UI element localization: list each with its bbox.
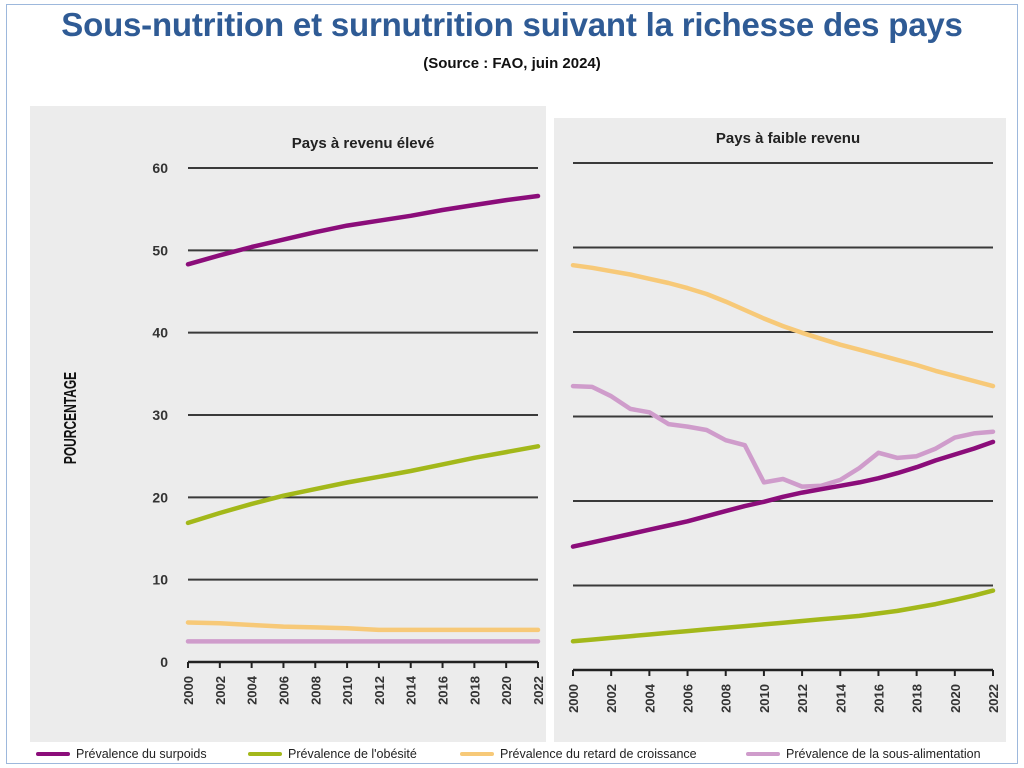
x-tick-label: 2006: [681, 684, 696, 713]
legend-item-obesite: Prévalence de l'obésité: [248, 747, 460, 761]
x-tick-label: 2008: [308, 676, 323, 705]
x-tick-label: 2018: [910, 684, 925, 713]
panel-title: Pays à faible revenu: [716, 130, 860, 147]
y-tick-label: 10: [152, 572, 168, 588]
x-tick-label: 2006: [276, 676, 291, 705]
legend-label: Prévalence de la sous-alimentation: [786, 747, 981, 761]
y-tick-label: 50: [152, 242, 168, 258]
series-line-sous-alimentation: [570, 383, 996, 489]
x-tick-label: 2018: [467, 676, 482, 705]
legend-swatch-sous-alimentation: [746, 752, 780, 756]
x-tick-label: 2010: [757, 684, 772, 713]
x-tick-label: 2012: [372, 676, 387, 705]
panel-title: Pays à revenu élevé: [292, 135, 435, 152]
x-tick-label: 2012: [795, 684, 810, 713]
legend-item-retard: Prévalence du retard de croissance: [460, 747, 746, 761]
y-axis-label: POURCENTAGE: [62, 372, 81, 464]
x-tick-label: 2010: [340, 676, 355, 705]
figure-frame: [6, 4, 1018, 764]
x-tick-label: 2022: [986, 684, 1001, 713]
legend-label: Prévalence de l'obésité: [288, 747, 417, 761]
x-tick-label: 2014: [833, 683, 848, 713]
page-title: Sous-nutrition et surnutrition suivant l…: [61, 6, 963, 43]
x-tick-label: 2002: [604, 684, 619, 713]
legend-item-surpoids: Prévalence du surpoids: [36, 747, 248, 761]
y-tick-label: 20: [152, 489, 168, 505]
series-line-retard: [570, 262, 996, 389]
x-tick-label: 2002: [213, 676, 228, 705]
x-tick-label: 2004: [245, 675, 260, 705]
legend: Prévalence du surpoids Prévalence de l'o…: [36, 744, 1016, 764]
legend-swatch-obesite: [248, 752, 282, 756]
panel-high-income-bg: [30, 106, 546, 742]
x-tick-label: 2008: [719, 684, 734, 713]
x-tick-label: 2016: [436, 676, 451, 705]
x-tick-label: 2020: [948, 684, 963, 713]
y-tick-label: 0: [160, 654, 168, 670]
y-tick-label: 30: [152, 407, 168, 423]
y-tick-label: 60: [152, 160, 168, 176]
x-tick-label: 2022: [531, 676, 546, 705]
y-tick-label: 40: [152, 325, 168, 341]
series-line-surpoids: [570, 439, 996, 549]
series-line-surpoids: [185, 193, 541, 267]
x-tick-label: 2000: [566, 684, 581, 713]
series-line-obesite: [570, 588, 996, 644]
legend-label: Prévalence du retard de croissance: [500, 747, 697, 761]
x-tick-label: 2014: [404, 675, 419, 705]
x-tick-label: 2020: [499, 676, 514, 705]
x-tick-label: 2016: [871, 684, 886, 713]
legend-label: Prévalence du surpoids: [76, 747, 207, 761]
legend-item-sous-alimentation: Prévalence de la sous-alimentation: [746, 747, 981, 761]
legend-swatch-surpoids: [36, 752, 70, 756]
legend-swatch-retard: [460, 752, 494, 756]
x-tick-label: 2004: [642, 683, 657, 713]
page-subtitle: (Source : FAO, juin 2024): [423, 55, 601, 72]
series-line-retard: [185, 620, 541, 633]
x-tick-label: 2000: [181, 676, 196, 705]
series-line-obesite: [185, 444, 541, 526]
